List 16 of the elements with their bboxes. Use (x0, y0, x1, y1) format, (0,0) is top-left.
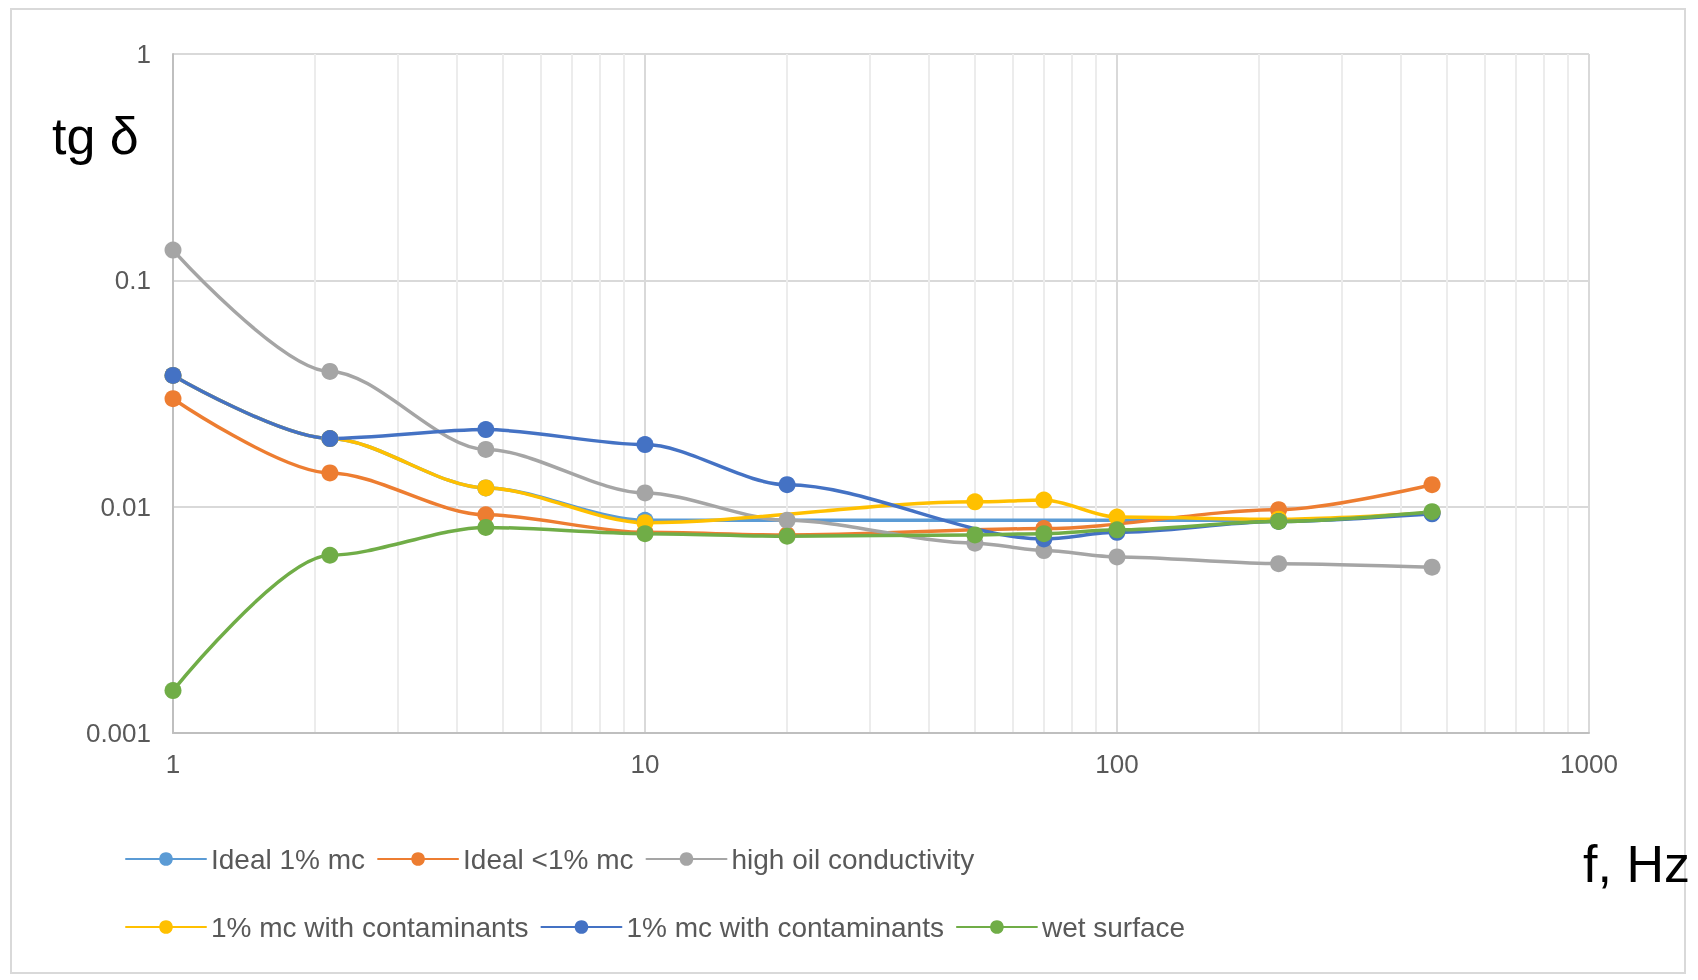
y-tick-label: 1 (136, 39, 151, 69)
legend-label: high oil conductivity (731, 843, 975, 875)
legend-label: Ideal 1% mc (211, 843, 366, 875)
x-tick-label: 10 (630, 749, 660, 779)
legend-label: wet surface (1040, 911, 1186, 943)
x-axis-title: f, Hz (1583, 835, 1691, 893)
y-tick-label: 0.01 (100, 491, 151, 522)
legend-label: 1% mc with contaminants (211, 911, 529, 943)
legend-label: Ideal <1% mc (463, 843, 634, 875)
y-axis-title: tg δ (52, 107, 139, 165)
x-tick-label: 1 (165, 749, 181, 779)
legend-label: 1% mc with contaminants (626, 911, 944, 943)
x-tick-label: 1000 (1560, 749, 1618, 779)
y-tick-label: 0.1 (114, 265, 151, 296)
y-tick-label: 0.001 (85, 718, 151, 748)
x-tick-label: 100 (1095, 749, 1139, 779)
